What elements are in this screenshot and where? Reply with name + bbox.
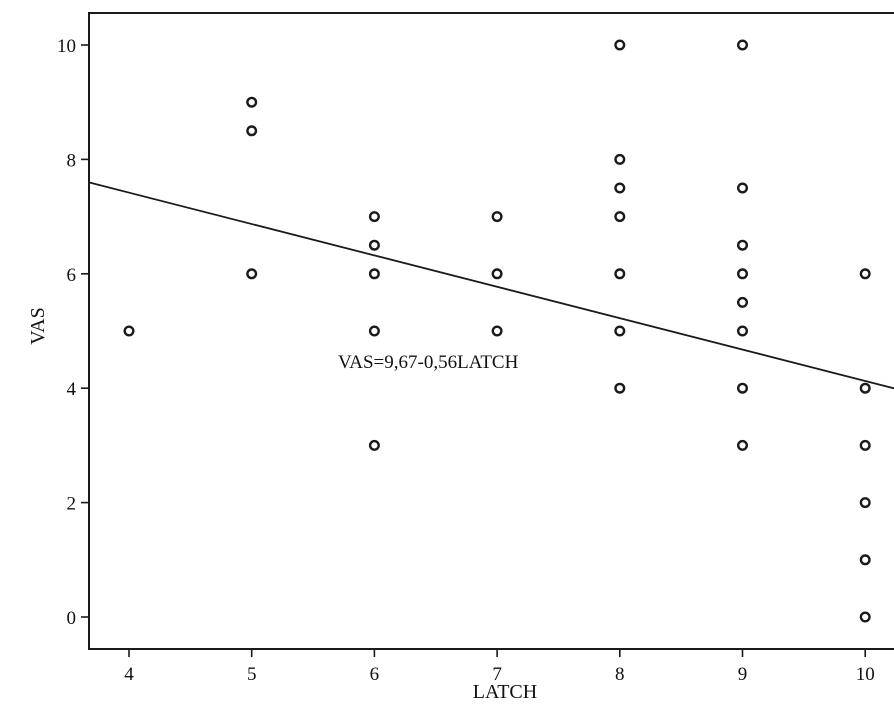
data-point bbox=[246, 268, 258, 280]
data-point bbox=[859, 611, 871, 623]
y-axis-title: VAS bbox=[27, 307, 49, 344]
data-point bbox=[123, 325, 135, 337]
data-point bbox=[614, 325, 626, 337]
y-tick-label: 0 bbox=[67, 608, 77, 629]
data-point bbox=[491, 211, 503, 223]
x-tick-label: 10 bbox=[856, 664, 875, 685]
data-point bbox=[368, 268, 380, 280]
y-tick-label: 6 bbox=[67, 265, 77, 286]
x-tick-label: 9 bbox=[738, 664, 748, 685]
x-axis: 4 5 6 7 8 9 10 bbox=[124, 649, 875, 685]
data-point bbox=[737, 39, 749, 51]
data-point bbox=[737, 239, 749, 251]
data-point bbox=[614, 268, 626, 280]
data-point bbox=[737, 268, 749, 280]
data-point bbox=[859, 382, 871, 394]
data-point bbox=[246, 96, 258, 108]
data-point bbox=[737, 296, 749, 308]
data-point bbox=[737, 382, 749, 394]
data-point bbox=[368, 439, 380, 451]
data-point bbox=[859, 268, 871, 280]
data-point bbox=[859, 439, 871, 451]
x-tick-label: 4 bbox=[124, 664, 134, 685]
data-point bbox=[614, 211, 626, 223]
fit-line-layer bbox=[88, 181, 894, 390]
data-point bbox=[368, 211, 380, 223]
data-point bbox=[368, 325, 380, 337]
data-point bbox=[737, 182, 749, 194]
data-point bbox=[737, 325, 749, 337]
x-tick-label: 7 bbox=[492, 664, 502, 685]
data-point bbox=[737, 439, 749, 451]
plot-frame bbox=[88, 12, 894, 650]
fit-equation-label: VAS=9,67-0,56LATCH bbox=[338, 352, 519, 373]
y-tick-label: 4 bbox=[67, 379, 77, 400]
data-point bbox=[614, 153, 626, 165]
data-point bbox=[491, 325, 503, 337]
data-point bbox=[614, 382, 626, 394]
data-point bbox=[491, 268, 503, 280]
x-tick-label: 5 bbox=[247, 664, 257, 685]
data-point bbox=[614, 39, 626, 51]
x-axis-title: LATCH bbox=[473, 681, 537, 703]
x-tick-label: 8 bbox=[615, 664, 625, 685]
data-points bbox=[123, 39, 871, 623]
data-point bbox=[246, 125, 258, 137]
data-point bbox=[614, 182, 626, 194]
y-tick-label: 2 bbox=[67, 494, 77, 515]
data-point bbox=[859, 497, 871, 509]
y-tick-label: 8 bbox=[67, 150, 77, 171]
y-tick-label: 10 bbox=[57, 36, 76, 57]
regression-line bbox=[88, 181, 894, 390]
data-point bbox=[368, 239, 380, 251]
y-axis: 0 2 4 6 8 10 bbox=[57, 36, 89, 629]
data-point bbox=[859, 554, 871, 566]
x-tick-label: 6 bbox=[370, 664, 380, 685]
